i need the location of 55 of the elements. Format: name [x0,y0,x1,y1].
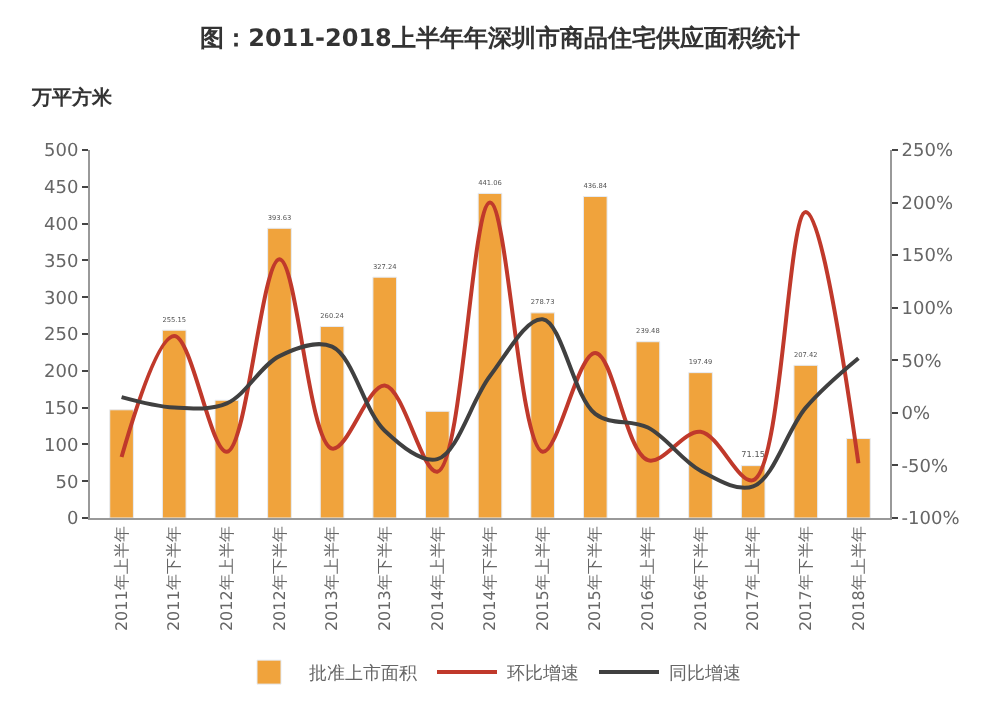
y-axis-title: 万平方米 [30,86,114,110]
y-tick-label: 100 [44,436,79,457]
y-tick-label: 200 [44,363,79,384]
bar [372,276,398,518]
bar [109,409,134,518]
y-tick-label: 400 [44,215,79,236]
x-tick-label: 2013年下半年 [375,526,394,632]
x-tick-label: 2012年上半年 [218,526,237,632]
y-tick-label: 250 [44,326,79,347]
bar [582,195,608,518]
x-tick-label: 2016年下半年 [691,526,710,632]
bar [425,410,450,518]
bar [635,341,661,518]
x-tick-label: 2014年下半年 [481,526,500,632]
y2-tick-label: 100% [901,300,954,321]
line-series [119,317,861,490]
bar [267,227,292,518]
bar [477,192,503,518]
legend-label: 环比增速 [507,663,579,686]
x-tick-label: 2017年上半年 [744,526,763,632]
y-tick-label: 0 [66,510,79,531]
y2-tick-label: 150% [901,247,954,268]
y-tick-label: 500 [44,142,79,163]
x-tick-label: 2018年上半年 [849,526,868,632]
y2-tick-label: 0% [901,405,932,426]
y2-tick-label: 250% [901,142,954,163]
y-tick-label: 300 [44,289,79,310]
x-tick-label: 2014年上半年 [428,526,447,632]
x-tick-label: 2011年上半年 [112,526,131,632]
chart-title: 图：2011-2018上半年年深圳市商品住宅供应面积统计 [200,23,800,52]
y-tick-label: 150 [44,399,79,420]
x-tick-label: 2013年上半年 [323,526,342,632]
y-tick-label: 450 [44,179,79,200]
bar [319,325,345,518]
y-tick-label: 50 [55,473,79,494]
legend-label: 同比增速 [669,663,741,686]
x-tick-label: 2016年上半年 [639,526,658,632]
bar [793,364,819,518]
bar [161,329,187,518]
x-tick-label: 2011年下半年 [165,526,184,632]
bar [530,312,555,518]
bar [688,372,713,518]
y2-tick-label: 50% [901,352,943,373]
legend-label: 批准上市面积 [309,663,417,686]
y2-tick-label: -50% [901,457,949,478]
x-tick-label: 2017年下半年 [796,526,815,632]
y-tick-label: 350 [44,252,79,273]
x-tick-label: 2015年下半年 [586,526,605,632]
bar [214,399,240,518]
line-series [119,200,861,483]
bar [846,438,871,518]
x-tick-label: 2012年下半年 [270,526,289,632]
y2-tick-label: 200% [901,194,954,215]
y2-tick-label: -100% [901,510,961,531]
x-tick-label: 2015年上半年 [533,526,552,632]
